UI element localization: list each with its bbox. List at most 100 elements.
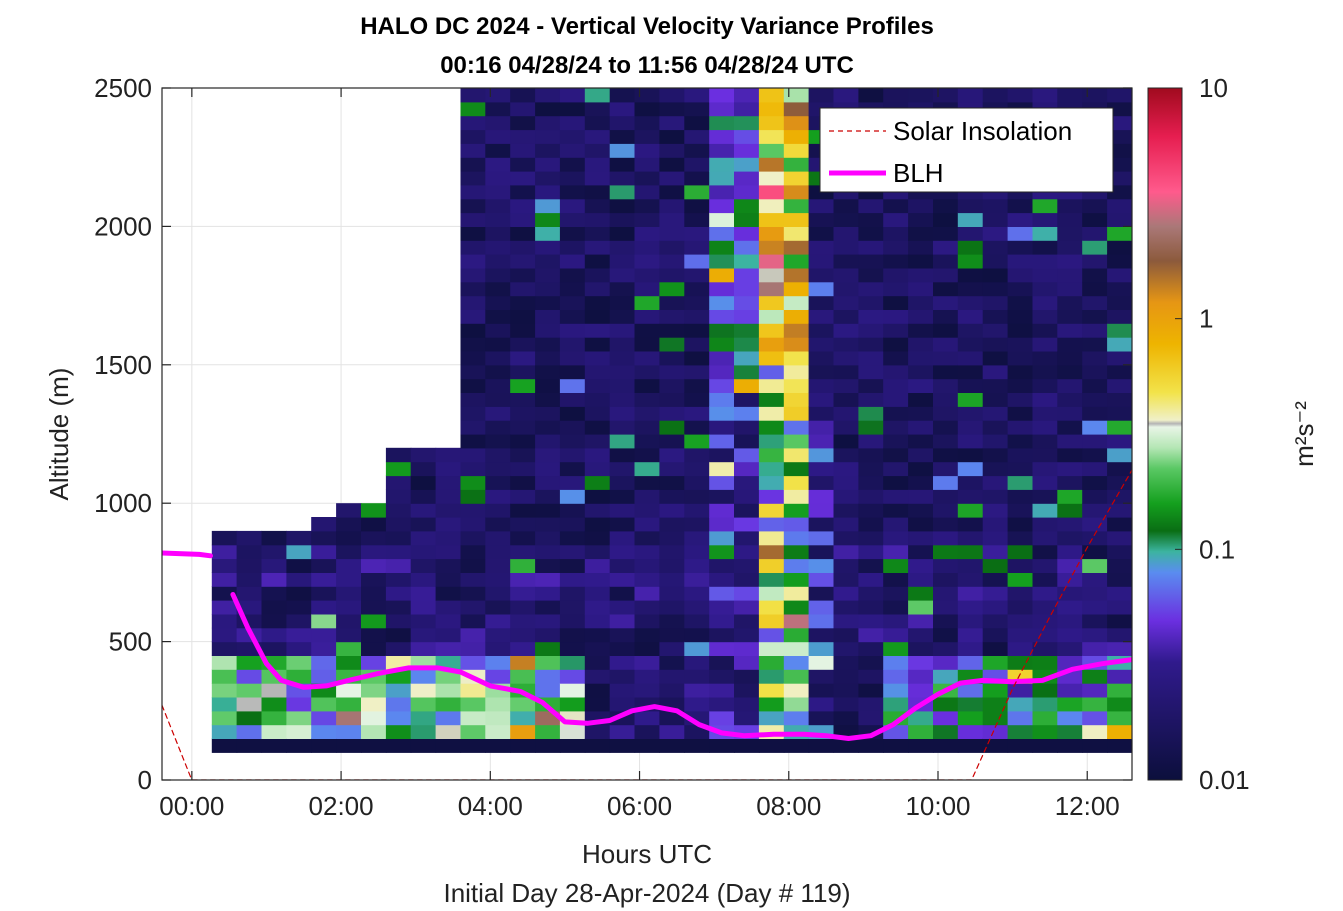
heatmap-cell [783,392,810,407]
heatmap-cell [634,572,660,587]
legend-box [819,107,1114,193]
heatmap-cell [883,558,909,573]
heatmap-cell [211,558,238,573]
heatmap-cell [1306,669,1332,683]
heatmap-cell [808,323,835,338]
heatmap-cell [1082,226,1108,241]
heatmap-cell [261,586,287,601]
heatmap-cell [460,406,486,421]
heatmap-cell [808,655,835,670]
heatmap-cell [1082,586,1108,601]
heatmap-cell [1007,641,1034,656]
heatmap-cell [808,378,835,393]
heatmap-cell [460,351,486,366]
y-tick-label: 1500 [94,350,152,380]
heatmap-cell [1007,351,1034,366]
heatmap-cell [883,517,909,532]
heatmap-cell [858,88,884,103]
heatmap-cell [858,392,884,407]
heatmap-cell [709,600,735,615]
heatmap-cell [783,503,810,518]
heatmap-cell [634,184,660,200]
heatmap-cell [758,101,785,117]
heatmap-cell [634,641,660,656]
heatmap-cell [1182,697,1208,711]
heatmap-cell [684,738,710,753]
heatmap-cell [435,613,462,629]
heatmap-cell [559,351,586,366]
heatmap-cell [510,171,536,186]
heatmap-cell [584,434,611,449]
heatmap-cell [634,669,660,684]
heatmap-cell [361,683,387,698]
heatmap-cell [709,447,735,463]
heatmap-cell [584,171,611,186]
heatmap-cell [634,198,660,214]
heatmap-cell [833,309,859,324]
heatmap-cell [808,337,835,352]
heatmap-cell [1082,613,1108,629]
heatmap-cell [460,572,486,587]
heatmap-cell [783,115,810,131]
heatmap-cell [908,254,934,269]
heatmap-cell [783,600,810,615]
heatmap-cell [1007,517,1034,532]
heatmap-cell [858,669,884,684]
heatmap-cell [684,351,710,366]
heatmap-cell [783,489,810,504]
heatmap-cell [609,406,636,421]
heatmap-cell [510,88,536,103]
heatmap-cell [609,558,636,573]
heatmap-cell [510,710,536,726]
heatmap-cell [1182,572,1208,586]
heatmap-cell [1082,544,1108,560]
heatmap-cell [1057,392,1083,407]
heatmap-cell [957,392,984,407]
heatmap-cell [485,88,511,103]
heatmap-cell [734,669,760,684]
heatmap-cell [435,447,462,463]
heatmap-cell [908,655,934,670]
heatmap-cell [1032,198,1058,214]
heatmap-cell [758,697,785,712]
heatmap-cell [1057,351,1083,366]
heatmap-cell [933,738,959,753]
heatmap-cell [734,530,760,546]
heatmap-cell [957,406,984,421]
heatmap-cell [659,489,685,504]
heatmap-cell [385,710,412,726]
heatmap-cell [535,88,561,103]
heatmap-cell [1207,697,1233,711]
heatmap-cell [982,309,1009,324]
heatmap-cell [510,447,536,463]
heatmap-cell [236,738,263,753]
heatmap-cell [1107,613,1132,629]
heatmap-cell [908,226,934,241]
chart-subtitle: 00:16 04/28/24 to 11:56 04/28/24 UTC [440,52,854,79]
heatmap-cell [1107,323,1132,338]
heatmap-cell [659,406,685,421]
heatmap-cell [1082,406,1108,421]
heatmap-cell [1082,503,1108,518]
heatmap-cell [510,254,536,269]
heatmap-cell [709,641,735,656]
heatmap-cell [808,586,835,601]
heatmap-cell [957,434,984,449]
heatmap-cell [957,683,984,698]
heatmap-cell [510,323,536,338]
heatmap-cell [1207,669,1233,683]
heatmap-cell [211,530,238,546]
heatmap-cell [982,572,1009,587]
heatmap-cell [634,544,660,560]
heatmap-cell [460,517,486,532]
heatmap-cell [634,157,660,172]
heatmap-cell [460,267,486,283]
heatmap-cell [808,572,835,587]
heatmap-cell [783,101,810,117]
heatmap-cell [833,88,859,103]
heatmap-cell [1082,447,1108,463]
heatmap-cell [1082,378,1108,393]
heatmap-cell [336,683,362,698]
heatmap-cell [659,600,685,615]
heatmap-cell [286,697,312,712]
